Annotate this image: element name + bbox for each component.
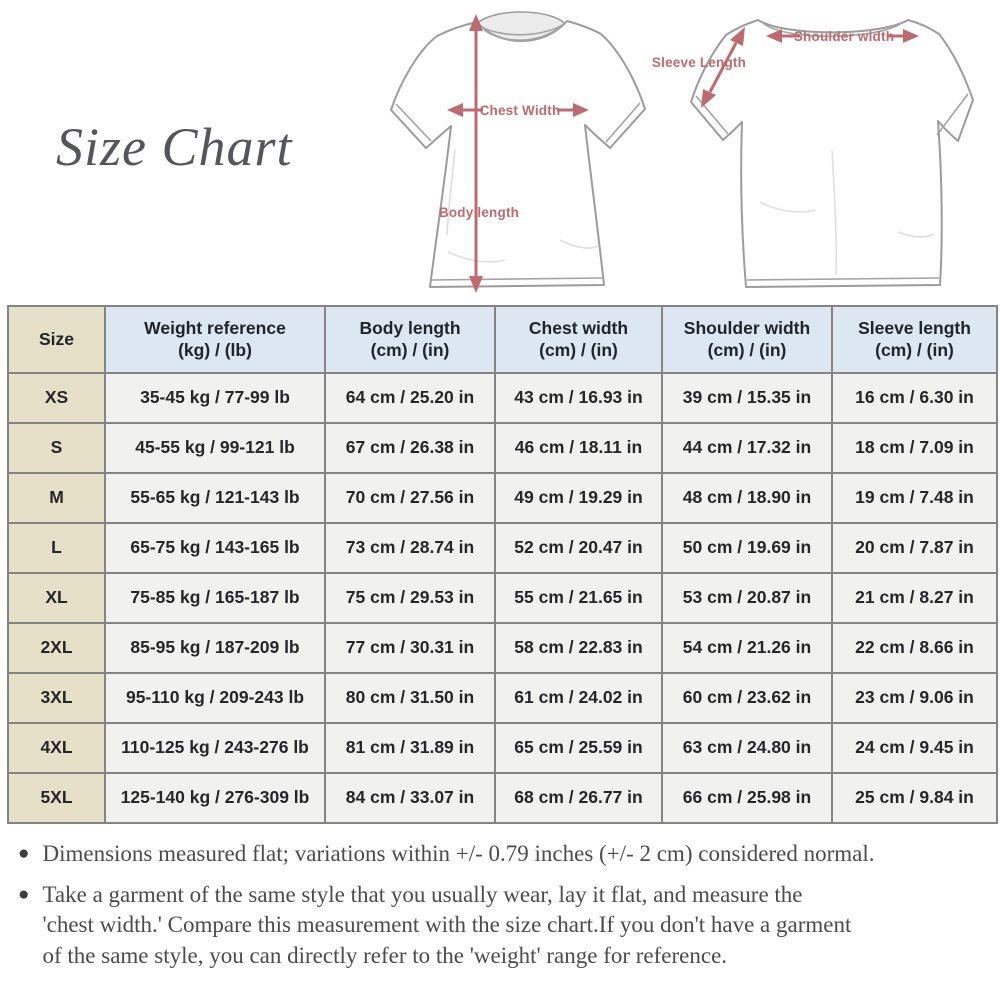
sleeve-length-cell: 22 cm / 8.66 in (831, 622, 998, 674)
body-length-arrow (469, 14, 483, 293)
sleeve-length-arrow (701, 27, 745, 108)
chest-width-cell: 65 cm / 25.59 in (494, 722, 663, 774)
body-length-cell: 84 cm / 33.07 in (324, 772, 496, 824)
shoulder-width-cell: 48 cm / 18.90 in (661, 472, 833, 524)
body-length-cell: 70 cm / 27.56 in (324, 472, 496, 524)
page-title: Size Chart (56, 117, 293, 177)
body-length-label: Body length (439, 205, 519, 220)
weight-cell: 65-75 kg / 143-165 lb (104, 522, 326, 574)
table-header-row: Size Weight reference (kg) / (lb) Body l… (7, 305, 998, 374)
table-row: XL 75-85 kg / 165-187 lb 75 cm / 29.53 i… (7, 572, 998, 624)
size-cell: 4XL (7, 722, 106, 774)
chest-width-label: Chest Width (480, 103, 561, 118)
sleeve-length-cell: 18 cm / 7.09 in (831, 422, 998, 474)
body-length-cell: 81 cm / 31.89 in (324, 722, 496, 774)
weight-cell: 75-85 kg / 165-187 lb (104, 572, 326, 624)
sleeve-length-cell: 21 cm / 8.27 in (831, 572, 998, 624)
col-header-size: Size (7, 305, 106, 374)
shoulder-width-cell: 44 cm / 17.32 in (661, 422, 833, 474)
col-header-weight: Weight reference (kg) / (lb) (104, 305, 326, 374)
sleeve-length-cell: 25 cm / 9.84 in (831, 772, 998, 824)
sleeve-length-cell: 20 cm / 7.87 in (831, 522, 998, 574)
size-cell: 3XL (7, 672, 106, 724)
table-row: L 65-75 kg / 143-165 lb 73 cm / 28.74 in… (7, 522, 998, 574)
sleeve-length-cell: 19 cm / 7.48 in (831, 472, 998, 524)
weight-cell: 45-55 kg / 99-121 lb (104, 422, 326, 474)
body-length-cell: 77 cm / 30.31 in (324, 622, 496, 674)
size-cell: M (7, 472, 106, 524)
size-cell: XL (7, 572, 106, 624)
sleeve-length-cell: 24 cm / 9.45 in (831, 722, 998, 774)
shoulder-width-cell: 54 cm / 21.26 in (661, 622, 833, 674)
col-header-chest-width: Chest width (cm) / (in) (494, 305, 663, 374)
shoulder-width-cell: 63 cm / 24.80 in (661, 722, 833, 774)
sleeve-length-label: Sleeve Length (652, 55, 746, 70)
table-row: 5XL 125-140 kg / 276-309 lb 84 cm / 33.0… (7, 772, 998, 824)
shoulder-width-cell: 66 cm / 25.98 in (661, 772, 833, 824)
body-length-cell: 80 cm / 31.50 in (324, 672, 496, 724)
weight-cell: 110-125 kg / 243-276 lb (104, 722, 326, 774)
weight-cell: 85-95 kg / 187-209 lb (104, 622, 326, 674)
note-line: Take a garment of the same style that yo… (42, 881, 803, 907)
size-cell: 5XL (7, 772, 106, 824)
chest-width-cell: 68 cm / 26.77 in (494, 772, 663, 824)
col-header-body-length: Body length (cm) / (in) (324, 305, 496, 374)
body-length-cell: 67 cm / 26.38 in (324, 422, 496, 474)
shoulder-width-cell: 39 cm / 15.35 in (661, 372, 833, 424)
note-line: of the same style, you can directly refe… (42, 942, 728, 968)
note-line: Dimensions measured flat; variations wit… (42, 841, 875, 866)
chest-width-arrow (447, 103, 589, 117)
sleeve-length-cell: 16 cm / 6.30 in (831, 372, 998, 424)
body-length-cell: 75 cm / 29.53 in (324, 572, 496, 624)
tshirt-measurement-diagram: Chest Width Body length Shoulder width S… (390, 11, 974, 293)
bullet-icon: ● (18, 883, 30, 905)
chest-width-cell: 52 cm / 20.47 in (494, 522, 663, 574)
note-item: ● Take a garment of the same style that … (18, 880, 990, 972)
size-cell: L (7, 522, 106, 574)
table-row: 2XL 85-95 kg / 187-209 lb 77 cm / 30.31 … (7, 622, 998, 674)
chest-width-cell: 58 cm / 22.83 in (494, 622, 663, 674)
body-length-cell: 73 cm / 28.74 in (324, 522, 496, 574)
table-row: 3XL 95-110 kg / 209-243 lb 80 cm / 31.50… (7, 672, 998, 724)
bullet-icon: ● (18, 843, 30, 864)
chest-width-cell: 46 cm / 18.11 in (494, 422, 663, 474)
body-length-cell: 64 cm / 25.20 in (324, 372, 496, 424)
chest-width-cell: 55 cm / 21.65 in (494, 572, 663, 624)
chest-width-cell: 49 cm / 19.29 in (494, 472, 663, 524)
tshirt-front-diagram (390, 11, 646, 288)
weight-cell: 95-110 kg / 209-243 lb (104, 672, 326, 724)
weight-cell: 125-140 kg / 276-309 lb (104, 772, 326, 824)
table-row: XS 35-45 kg / 77-99 lb 64 cm / 25.20 in … (7, 372, 998, 424)
note-item: ● Dimensions measured flat; variations w… (18, 839, 990, 870)
note-line: 'chest width.' Compare this measurement … (42, 912, 852, 937)
shoulder-width-arrow (766, 29, 919, 43)
shoulder-width-cell: 53 cm / 20.87 in (661, 572, 833, 624)
size-cell: 2XL (7, 622, 106, 674)
footer-notes: ● Dimensions measured flat; variations w… (18, 839, 990, 971)
header-section: Chest Width Body length Shoulder width S… (0, 0, 1000, 305)
sleeve-length-cell: 23 cm / 9.06 in (831, 672, 998, 724)
table-row: M 55-65 kg / 121-143 lb 70 cm / 27.56 in… (7, 472, 998, 524)
weight-cell: 35-45 kg / 77-99 lb (104, 372, 326, 424)
size-chart-table: Size Weight reference (kg) / (lb) Body l… (7, 305, 998, 824)
chest-width-cell: 43 cm / 16.93 in (494, 372, 663, 424)
tshirt-back-diagram (690, 19, 974, 288)
col-header-shoulder-width: Shoulder width (cm) / (in) (661, 305, 833, 374)
col-header-sleeve-length: Sleeve length (cm) / (in) (831, 305, 998, 374)
shoulder-width-label: Shoulder width (794, 29, 894, 44)
shoulder-width-cell: 60 cm / 23.62 in (661, 672, 833, 724)
size-cell: S (7, 422, 106, 474)
chest-width-cell: 61 cm / 24.02 in (494, 672, 663, 724)
shoulder-width-cell: 50 cm / 19.69 in (661, 522, 833, 574)
weight-cell: 55-65 kg / 121-143 lb (104, 472, 326, 524)
size-cell: XS (7, 372, 106, 424)
table-row: 4XL 110-125 kg / 243-276 lb 81 cm / 31.8… (7, 722, 998, 774)
table-row: S 45-55 kg / 99-121 lb 67 cm / 26.38 in … (7, 422, 998, 474)
